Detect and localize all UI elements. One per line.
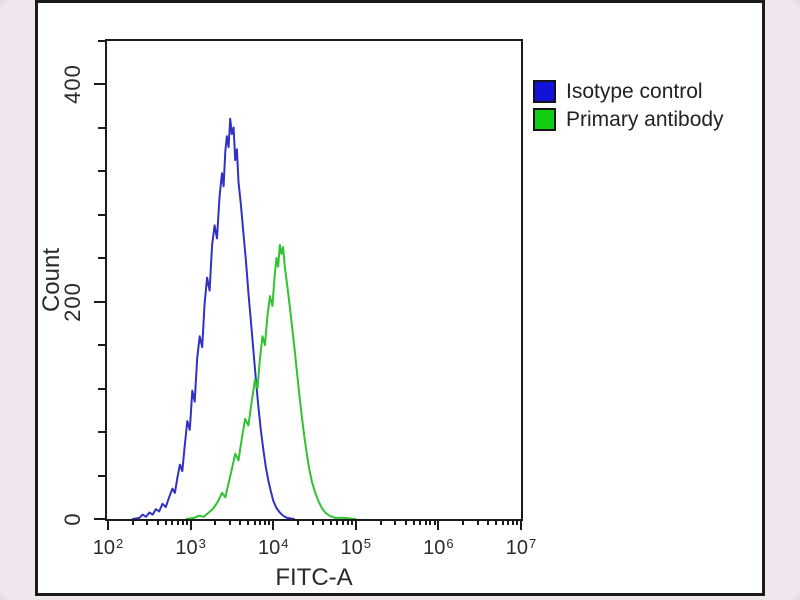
x-tick-minor bbox=[146, 519, 149, 525]
x-tick-minor bbox=[507, 519, 510, 525]
x-tick-minor bbox=[131, 519, 134, 525]
x-tick-major bbox=[520, 519, 522, 530]
x-tick-label: 104 bbox=[257, 536, 289, 559]
legend-label: Primary antibody bbox=[566, 107, 724, 131]
primary-antibody-curve bbox=[185, 244, 357, 519]
x-tick-major bbox=[189, 519, 192, 530]
x-tick-major bbox=[272, 519, 275, 530]
x-tick-minor bbox=[394, 519, 397, 525]
y-tick bbox=[98, 387, 105, 390]
x-tick-minor bbox=[424, 519, 427, 525]
legend-item-primary-antibody: Primary antibody bbox=[533, 108, 724, 131]
x-tick-minor bbox=[433, 519, 436, 525]
y-tick bbox=[98, 257, 105, 259]
x-tick-minor bbox=[336, 519, 339, 525]
y-tick bbox=[94, 83, 105, 85]
x-tick-minor bbox=[412, 519, 415, 525]
legend: Isotype control Primary antibody bbox=[533, 80, 724, 131]
y-tick-label: 0 bbox=[60, 512, 85, 526]
x-tick-label: 105 bbox=[340, 536, 372, 559]
x-tick-minor bbox=[511, 519, 514, 525]
y-axis-title: Count bbox=[38, 247, 65, 313]
plot-area bbox=[105, 39, 523, 521]
isotype-control-swatch bbox=[533, 80, 556, 103]
x-tick-minor bbox=[351, 519, 354, 525]
x-tick-minor bbox=[321, 519, 324, 525]
y-tick bbox=[98, 126, 105, 129]
y-tick bbox=[94, 518, 105, 520]
x-tick-minor bbox=[462, 519, 465, 525]
x-tick-label: 103 bbox=[175, 536, 206, 559]
x-tick-minor bbox=[164, 519, 167, 525]
x-tick-minor bbox=[311, 519, 314, 525]
x-tick-minor bbox=[176, 519, 179, 525]
x-tick-minor bbox=[419, 519, 422, 525]
isotype-control-curve bbox=[131, 117, 295, 519]
y-tick bbox=[98, 344, 105, 346]
x-tick-minor bbox=[476, 519, 479, 525]
x-axis-title: FITC-A bbox=[275, 564, 353, 591]
y-tick-label: 400 bbox=[60, 64, 85, 104]
primary-antibody-swatch bbox=[533, 108, 556, 131]
x-tick-label: 107 bbox=[505, 536, 537, 559]
x-tick-minor bbox=[404, 519, 407, 525]
y-tick bbox=[98, 39, 105, 42]
x-tick-minor bbox=[239, 519, 242, 525]
y-tick bbox=[98, 431, 105, 433]
y-tick bbox=[98, 213, 105, 216]
x-tick-minor bbox=[297, 519, 300, 525]
x-tick-minor bbox=[185, 519, 188, 525]
x-tick-minor bbox=[429, 519, 432, 525]
histogram-curves bbox=[131, 117, 357, 519]
x-tick-minor bbox=[214, 519, 217, 525]
x-tick-label: 102 bbox=[92, 536, 124, 559]
x-tick-minor bbox=[247, 519, 250, 525]
x-tick-major bbox=[107, 519, 109, 530]
y-tick bbox=[94, 300, 105, 303]
x-tick-minor bbox=[346, 519, 349, 525]
x-tick-minor bbox=[342, 519, 344, 525]
x-tick-major bbox=[437, 519, 440, 530]
legend-item-isotype-control: Isotype control bbox=[533, 80, 724, 103]
x-tick-minor bbox=[495, 519, 498, 525]
y-tick bbox=[98, 170, 105, 172]
x-tick-minor bbox=[259, 519, 262, 525]
x-tick-minor bbox=[379, 519, 382, 525]
x-tick-minor bbox=[501, 519, 504, 525]
x-tick-minor bbox=[253, 519, 256, 525]
x-tick-minor bbox=[229, 519, 231, 525]
x-tick-minor bbox=[156, 519, 159, 525]
x-tick-minor bbox=[181, 519, 184, 525]
x-tick-label: 106 bbox=[423, 536, 454, 559]
x-tick-minor bbox=[264, 519, 267, 525]
x-tick-minor bbox=[487, 519, 490, 525]
x-tick-minor bbox=[516, 519, 519, 525]
x-tick-minor bbox=[171, 519, 174, 525]
x-tick-major bbox=[354, 519, 357, 530]
x-tick-minor bbox=[268, 519, 271, 525]
legend-label: Isotype control bbox=[566, 79, 703, 103]
y-tick bbox=[98, 474, 105, 477]
x-tick-minor bbox=[329, 519, 332, 525]
